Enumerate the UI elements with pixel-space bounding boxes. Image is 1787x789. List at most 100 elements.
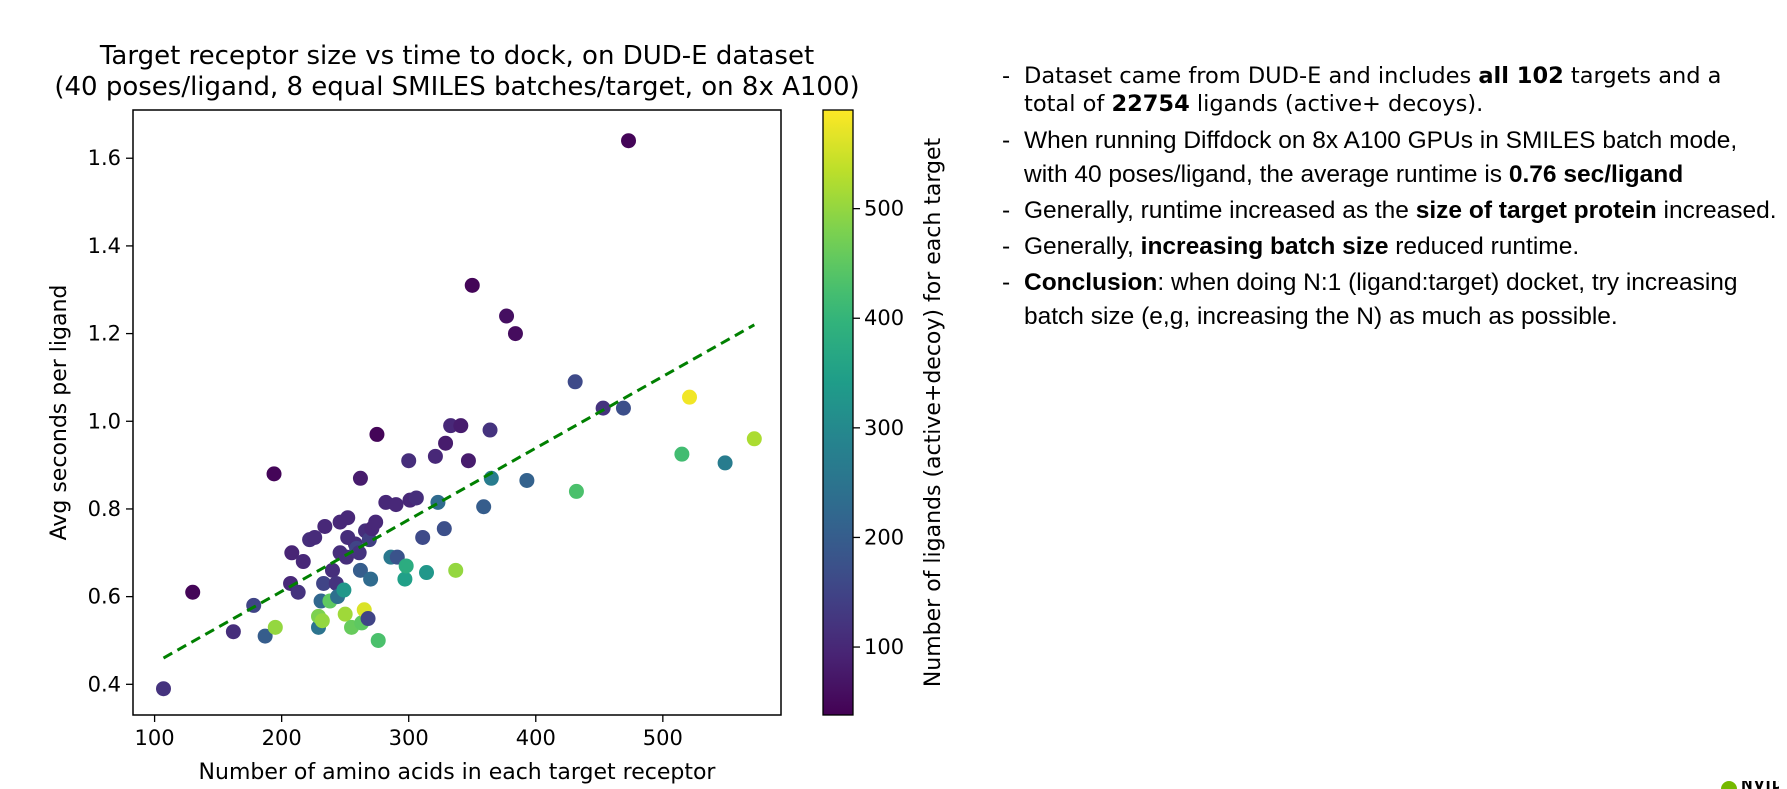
data-point: [448, 562, 464, 578]
note-emphasis: 22754: [1111, 91, 1190, 117]
data-point: [436, 521, 452, 537]
data-point: [682, 389, 698, 405]
note-emphasis: increasing batch size: [1140, 233, 1389, 260]
plot-frame: [132, 109, 782, 716]
data-point: [519, 472, 535, 488]
y-tick-label: 1.4: [88, 234, 121, 258]
data-point: [717, 455, 733, 471]
note-emphasis: Conclusion: [1024, 269, 1158, 296]
chart-title: Target receptor size vs time to dock, on…: [99, 41, 814, 71]
note-text: increased.: [1656, 197, 1777, 224]
data-point: [499, 308, 515, 324]
note-text: Generally,: [1024, 233, 1141, 260]
scatter-chart: Target receptor size vs time to dock, on…: [47, 41, 946, 785]
data-point: [408, 490, 424, 506]
note-text: ligands (active+ decoys).: [1189, 91, 1484, 117]
data-point: [674, 446, 690, 462]
colorbar-tick-label: 400: [864, 306, 904, 330]
data-point: [438, 435, 454, 451]
data-point: [340, 510, 356, 526]
y-tick-label: 1.6: [88, 146, 121, 170]
colorbar-tick-label: 200: [864, 525, 904, 549]
nvidia-eye-icon: [1721, 781, 1737, 789]
y-tick-label: 1.0: [88, 409, 121, 433]
data-point: [267, 619, 283, 635]
data-point: [419, 565, 435, 581]
colorbar-label: Number of ligands (active+decoy) for eac…: [921, 137, 946, 687]
note-emphasis: 0.76 sec/ligand: [1508, 161, 1684, 188]
x-tick-label: 200: [262, 726, 302, 750]
note-text: targets and a total of: [1024, 63, 1722, 117]
data-point: [314, 613, 330, 629]
colorbar-tick-label: 300: [864, 416, 904, 440]
data-point: [482, 422, 498, 438]
data-point: [615, 400, 631, 416]
x-tick-label: 100: [135, 726, 175, 750]
data-point: [398, 558, 414, 574]
note-item-1: Dataset came from DUD-E and includes all…: [1000, 62, 1780, 118]
y-tick-label: 0.8: [88, 497, 121, 521]
data-point: [397, 571, 413, 587]
trend-line: [162, 323, 756, 660]
note-item-4: Generally, increasing batch size reduced…: [1000, 230, 1780, 264]
data-point: [284, 545, 300, 561]
y-tick-label: 0.6: [88, 585, 121, 609]
data-point: [257, 628, 273, 644]
nvidia-wordmark: NVIDIA: [1741, 781, 1779, 789]
note-emphasis: size of target protein: [1415, 197, 1657, 224]
data-point: [746, 431, 762, 447]
y-tick-label: 1.2: [88, 322, 121, 346]
x-tick-label: 500: [643, 726, 683, 750]
data-point: [225, 624, 241, 640]
data-point: [453, 418, 469, 434]
data-point: [427, 448, 443, 464]
chart-subtitle: (40 poses/ligand, 8 equal SMILES batches…: [54, 72, 859, 102]
data-point: [363, 571, 379, 587]
data-point: [324, 562, 340, 578]
data-point: [290, 584, 306, 600]
data-point: [266, 466, 282, 482]
data-point: [351, 545, 367, 561]
notes-list: Dataset came from DUD-E and includes all…: [1000, 62, 1780, 336]
data-point: [621, 133, 637, 149]
data-point: [360, 611, 376, 627]
data-point: [370, 632, 386, 648]
note-item-5: Conclusion: when doing N:1 (ligand:targe…: [1000, 266, 1780, 334]
colorbar-tick-label: 100: [864, 635, 904, 659]
data-point: [460, 453, 476, 469]
data-point: [401, 453, 417, 469]
data-point: [352, 562, 368, 578]
data-point: [185, 584, 201, 600]
note-item-2: When running Diffdock on 8x A100 GPUs in…: [1000, 124, 1780, 192]
data-point: [337, 606, 353, 622]
data-point: [352, 470, 368, 486]
data-point: [307, 529, 323, 545]
note-text: : when doing N:1 (ligand:target) docket,…: [1024, 269, 1738, 330]
data-point: [295, 554, 311, 570]
data-point: [507, 326, 523, 342]
note-text: Generally, runtime increased as the: [1024, 197, 1416, 224]
data-point: [317, 518, 333, 534]
x-tick-label: 400: [516, 726, 556, 750]
data-point: [415, 529, 431, 545]
y-axis-label: Avg seconds per ligand: [47, 285, 72, 541]
data-point: [336, 582, 352, 598]
data-point: [464, 277, 480, 293]
data-point: [155, 681, 171, 697]
nvidia-logo: NVIDIA: [1721, 781, 1779, 789]
colorbar: [822, 109, 854, 716]
data-point: [368, 514, 384, 530]
note-item-3: Generally, runtime increased as the size…: [1000, 194, 1780, 228]
note-text: When running Diffdock on 8x A100 GPUs in…: [1024, 127, 1738, 188]
data-point: [476, 499, 492, 515]
y-tick-label: 0.4: [88, 672, 121, 696]
x-axis-label: Number of amino acids in each target rec…: [199, 760, 717, 785]
note-emphasis: all 102: [1478, 63, 1564, 89]
data-point: [388, 497, 404, 513]
x-tick-label: 300: [389, 726, 429, 750]
data-point: [369, 426, 385, 442]
note-text: Dataset came from DUD-E and includes: [1024, 63, 1479, 89]
data-point: [316, 575, 332, 591]
data-point: [568, 483, 584, 499]
data-point: [567, 374, 583, 390]
